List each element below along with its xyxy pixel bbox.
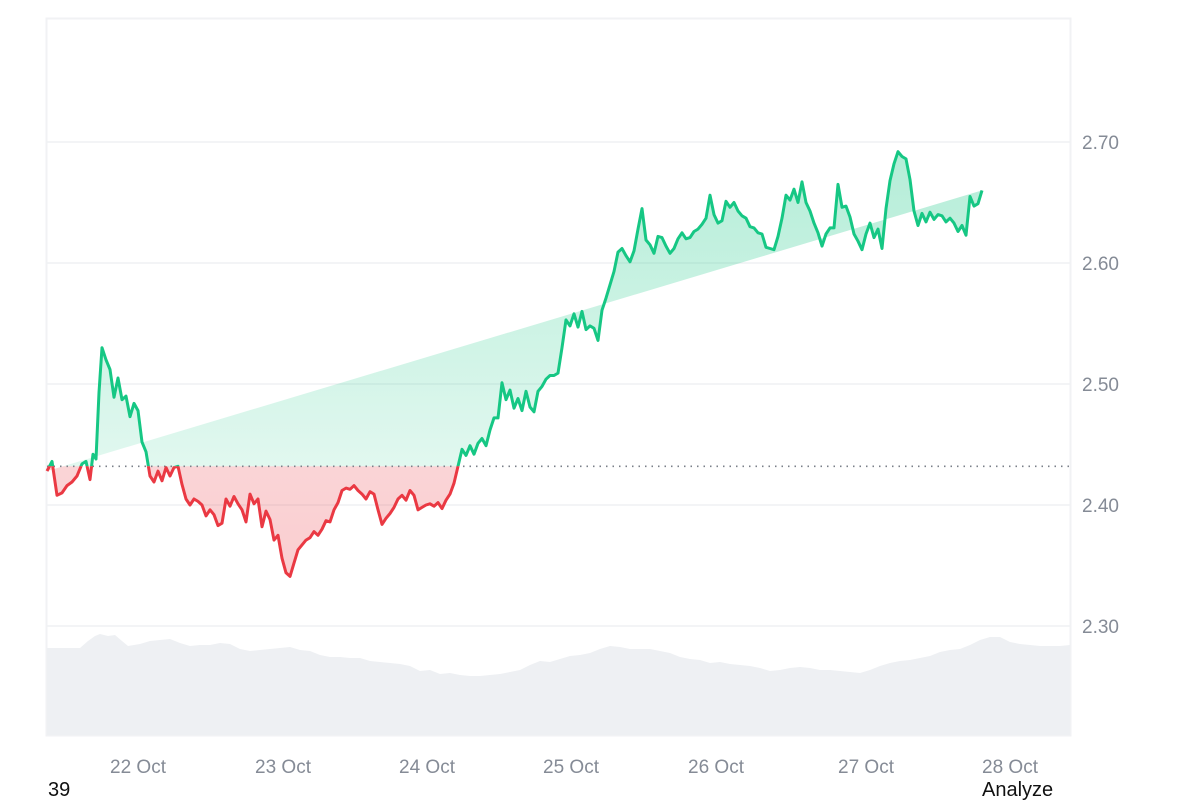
footer-count-label: 39 bbox=[48, 779, 71, 801]
x-tick-label: 24 Oct bbox=[399, 757, 456, 778]
x-axis: 22 Oct 23 Oct 24 Oct 25 Oct 26 Oct 27 Oct 28 O… bbox=[110, 757, 1039, 778]
plot-frame bbox=[45, 17, 1072, 737]
x-tick-label: 26 Oct bbox=[688, 757, 745, 778]
y-axis: 2.30 2.40 2.50 2.60 2.70 bbox=[1082, 133, 1119, 638]
y-tick-label: 2.40 bbox=[1082, 496, 1119, 517]
y-tick-label: 2.60 bbox=[1082, 254, 1119, 275]
x-tick-label: 28 Oct bbox=[982, 757, 1039, 778]
x-tick-label: 25 Oct bbox=[543, 757, 600, 778]
analyze-link[interactable]: Analyze bbox=[982, 779, 1054, 801]
price-area-down bbox=[47, 466, 459, 577]
price-line-down bbox=[45, 466, 460, 578]
y-tick-label: 2.30 bbox=[1082, 617, 1119, 638]
volume-area bbox=[47, 634, 1070, 735]
price-line-up bbox=[47, 150, 984, 467]
y-tick-label: 2.50 bbox=[1082, 375, 1119, 396]
x-tick-label: 23 Oct bbox=[255, 757, 312, 778]
y-tick-label: 2.70 bbox=[1082, 133, 1119, 154]
price-area-up bbox=[49, 151, 982, 467]
x-tick-label: 27 Oct bbox=[838, 757, 895, 778]
x-tick-label: 22 Oct bbox=[110, 757, 167, 778]
